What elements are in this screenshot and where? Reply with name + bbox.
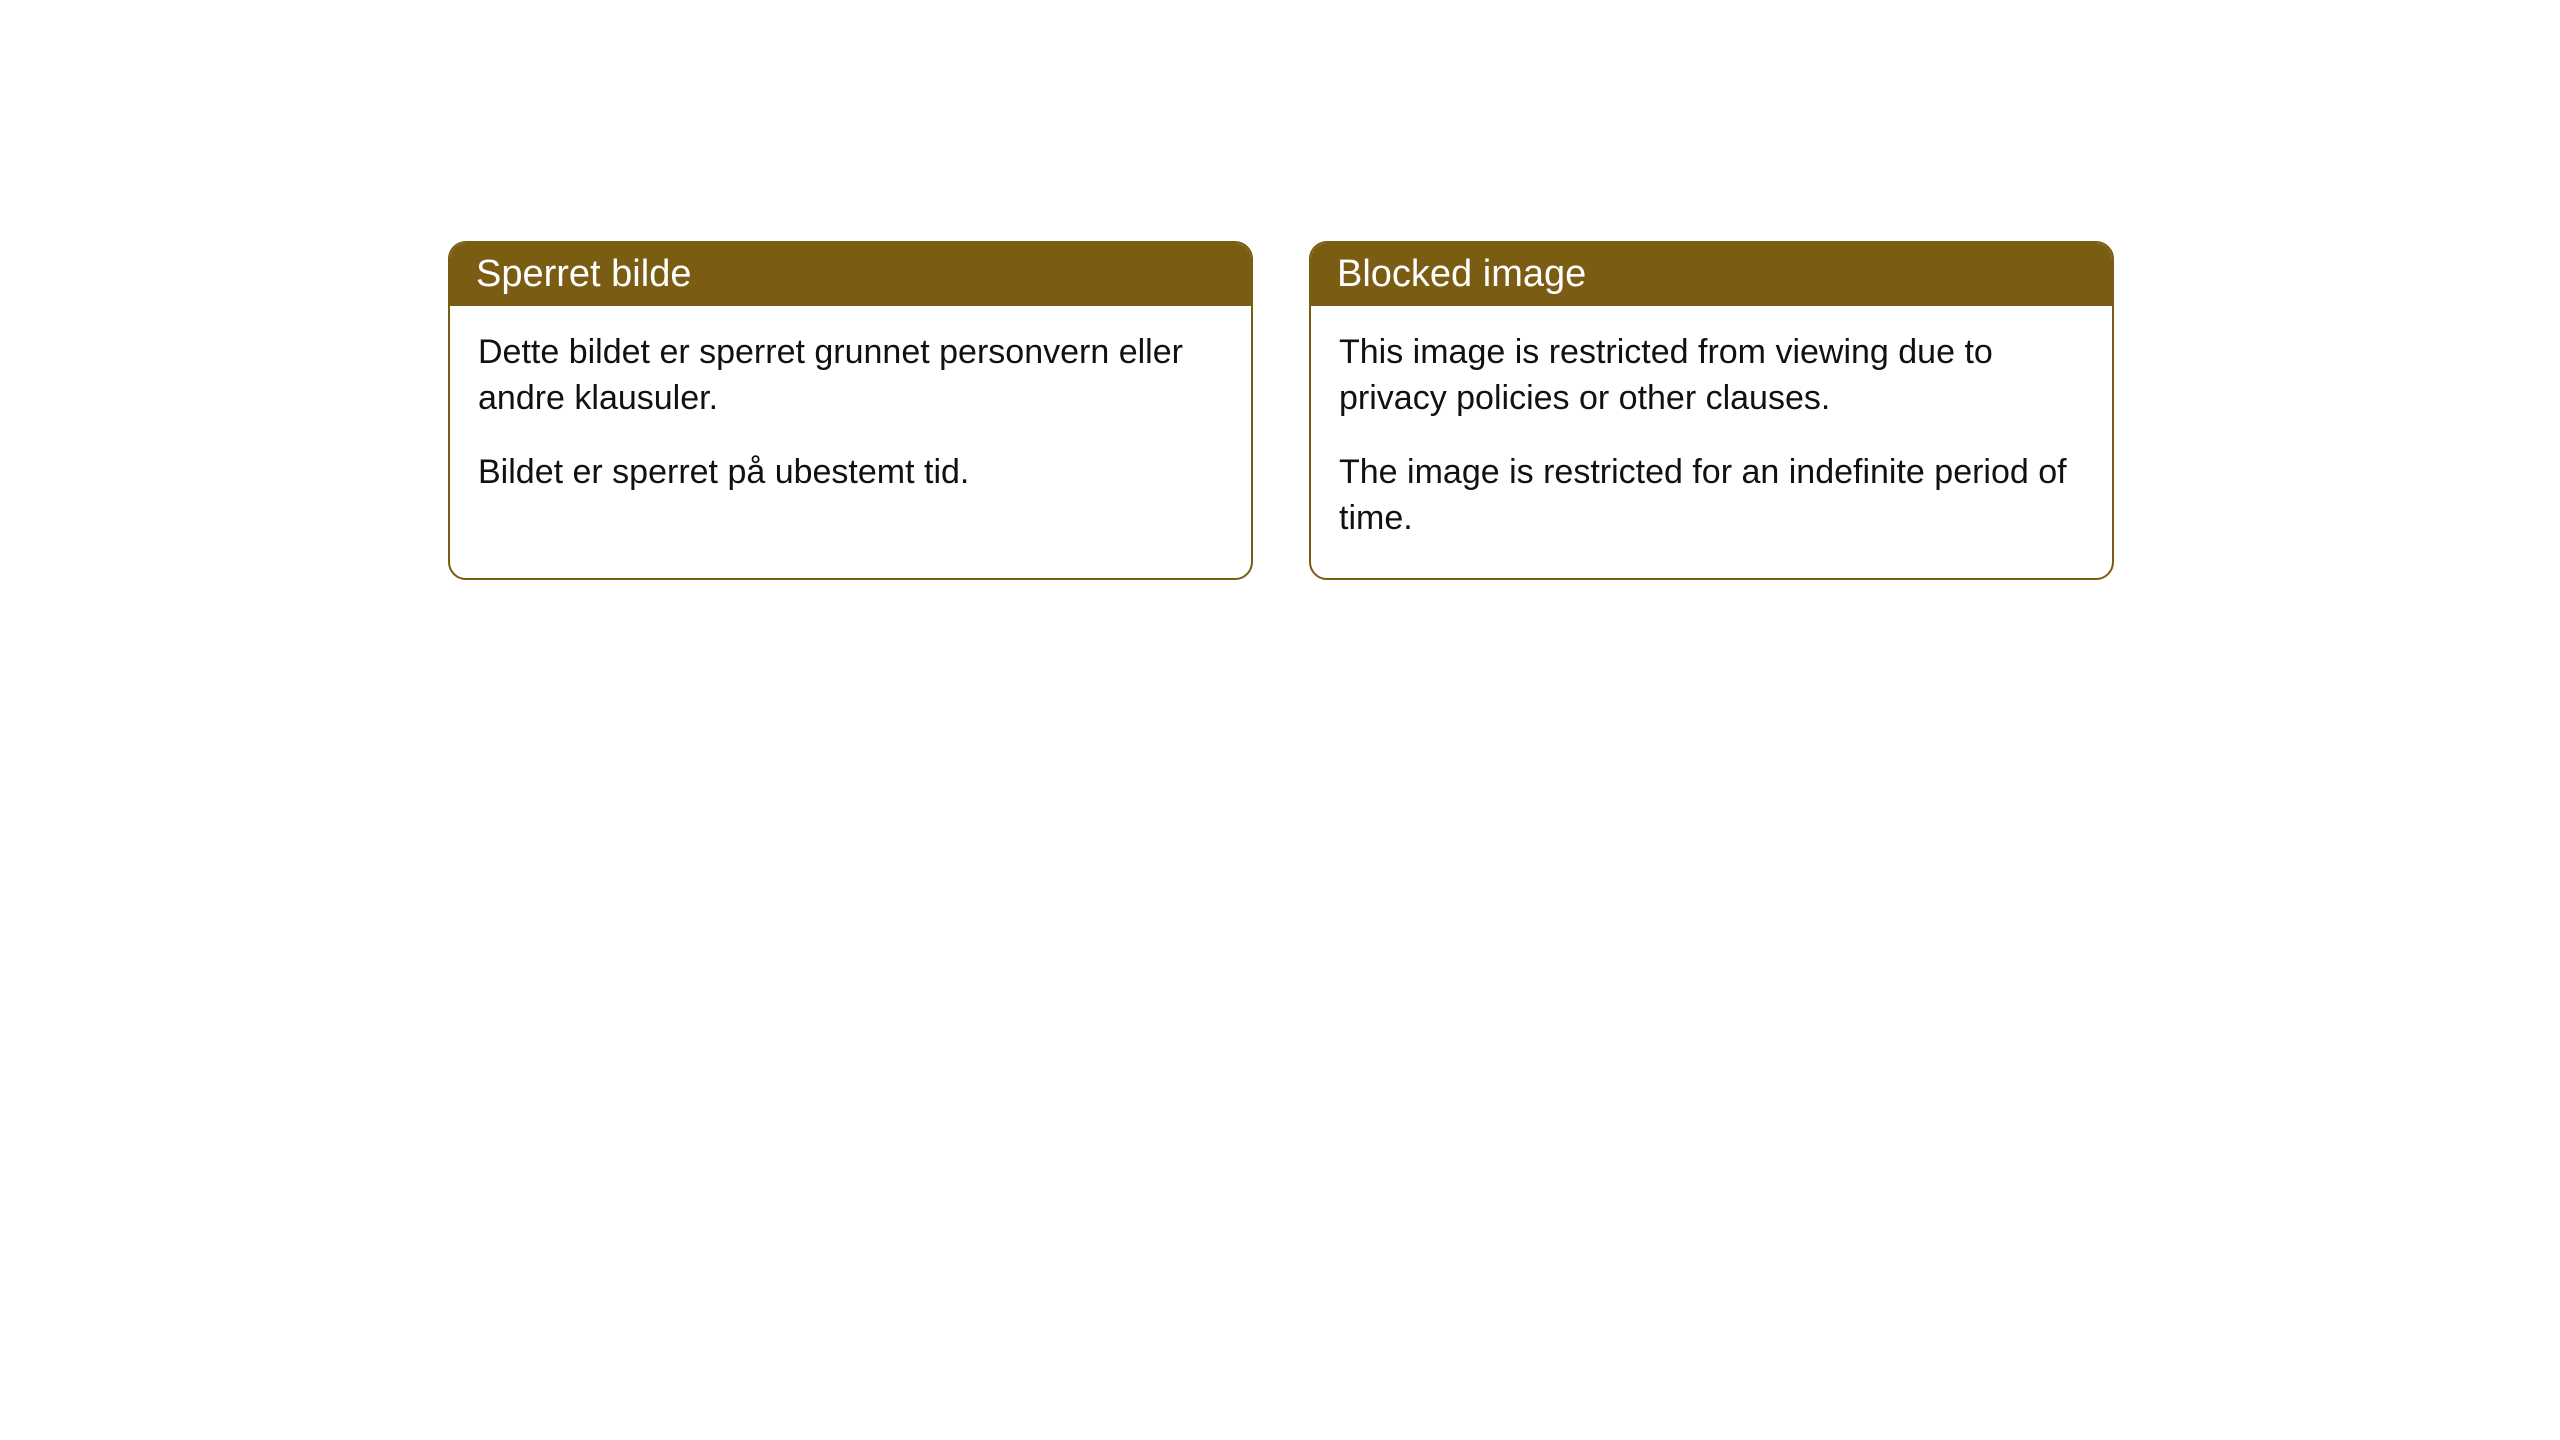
card-paragraph-2: Bildet er sperret på ubestemt tid. [478, 450, 1223, 496]
card-paragraph-2: The image is restricted for an indefinit… [1339, 450, 2084, 542]
card-body-english: This image is restricted from viewing du… [1311, 306, 2112, 578]
card-paragraph-1: This image is restricted from viewing du… [1339, 330, 2084, 422]
card-title: Sperret bilde [476, 253, 691, 295]
card-paragraph-1: Dette bildet er sperret grunnet personve… [478, 330, 1223, 422]
notice-cards-container: Sperret bilde Dette bildet er sperret gr… [448, 241, 2114, 580]
card-title: Blocked image [1337, 253, 1586, 295]
blocked-image-card-norwegian: Sperret bilde Dette bildet er sperret gr… [448, 241, 1253, 580]
card-header-english: Blocked image [1311, 243, 2112, 306]
blocked-image-card-english: Blocked image This image is restricted f… [1309, 241, 2114, 580]
card-body-norwegian: Dette bildet er sperret grunnet personve… [450, 306, 1251, 532]
card-header-norwegian: Sperret bilde [450, 243, 1251, 306]
